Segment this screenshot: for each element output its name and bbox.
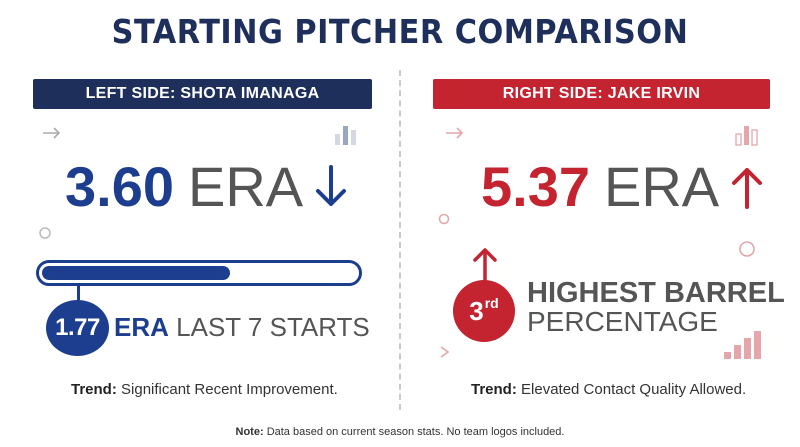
rank-label-line2: PERCENTAGE — [527, 306, 718, 337]
bar-chart-icon — [724, 331, 761, 359]
right-trend-text: Elevated Contact Quality Allowed. — [521, 381, 747, 398]
right-trend: Trend: Elevated Contact Quality Allowed. — [471, 381, 746, 398]
arrow-up-icon — [732, 167, 763, 209]
right-trend-label: Trend: — [471, 381, 517, 398]
note-text: Data based on current season stats. No t… — [266, 426, 565, 438]
rank-arrow-up-icon — [473, 248, 497, 284]
left-banner: LEFT SIDE: SHOTA IMANAGA — [33, 79, 372, 109]
circle-icon — [739, 241, 755, 257]
bubble-connector — [77, 284, 80, 302]
right-era-value: 5.37 — [481, 155, 590, 218]
progress-fill — [42, 266, 230, 280]
bar-chart-icon — [335, 126, 356, 145]
recent-era-label: ERA LAST 7 STARTS — [114, 312, 370, 343]
recent-era-label-bold: ERA — [114, 312, 169, 342]
page-title: STARTING PITCHER COMPARISON — [111, 12, 689, 51]
right-banner: RIGHT SIDE: JAKE IRVIN — [433, 79, 770, 109]
left-trend: Trend: Significant Recent Improvement. — [71, 381, 338, 398]
rank-label-line1: HIGHEST BARREL — [527, 277, 785, 309]
chevron-right-icon — [440, 346, 450, 358]
right-era-display: 5.37 ERA — [481, 154, 765, 219]
circle-icon — [438, 213, 450, 225]
left-trend-text: Significant Recent Improvement. — [121, 381, 338, 398]
arrow-right-icon — [446, 127, 464, 139]
recent-era-progress-bar — [36, 260, 362, 286]
left-era-unit: ERA — [188, 155, 304, 218]
arrow-down-icon — [316, 164, 347, 206]
left-trend-label: Trend: — [71, 381, 117, 398]
recent-era-badge: 1.77 — [46, 300, 109, 356]
bar-chart-icon — [735, 126, 758, 146]
center-divider — [399, 70, 401, 410]
left-era-display: 3.60 ERA — [65, 154, 349, 219]
circle-icon — [39, 227, 51, 239]
rank-suffix: rd — [484, 295, 499, 311]
footer-note: Note: Data based on current season stats… — [0, 426, 800, 438]
arrow-right-icon — [43, 127, 61, 139]
left-era-value: 3.60 — [65, 155, 174, 218]
right-era-unit: ERA — [604, 155, 720, 218]
recent-era-label-rest: LAST 7 STARTS — [176, 312, 370, 342]
note-label: Note: — [235, 426, 264, 438]
rank-number: 3 — [469, 295, 484, 326]
